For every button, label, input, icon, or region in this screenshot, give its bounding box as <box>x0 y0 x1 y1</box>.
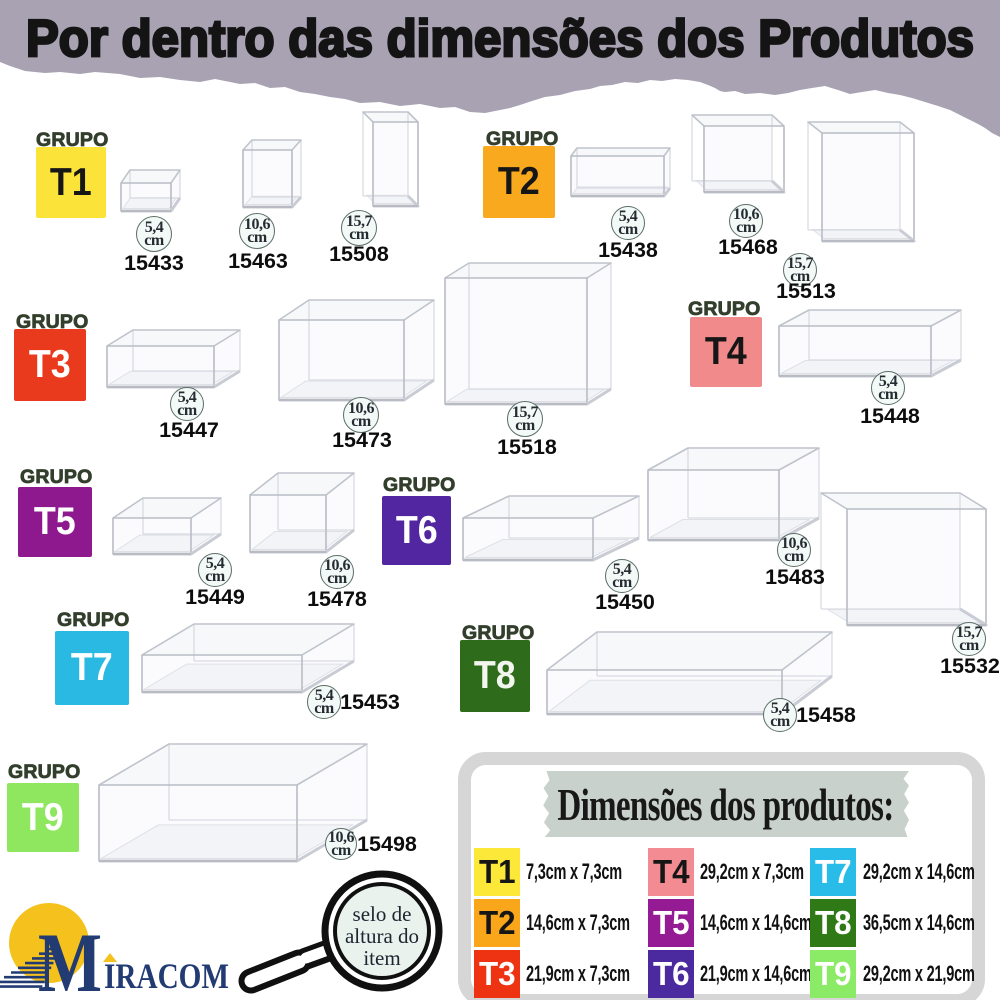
svg-text:M: M <box>38 916 102 1000</box>
svg-text:IRACOM: IRACOM <box>104 956 229 996</box>
svg-text:item: item <box>363 946 400 970</box>
svg-text:Por dentro das dimensões dos P: Por dentro das dimensões dos Produtos <box>26 10 974 68</box>
svg-text:altura do: altura do <box>345 924 419 948</box>
svg-text:selo de: selo de <box>353 902 412 926</box>
